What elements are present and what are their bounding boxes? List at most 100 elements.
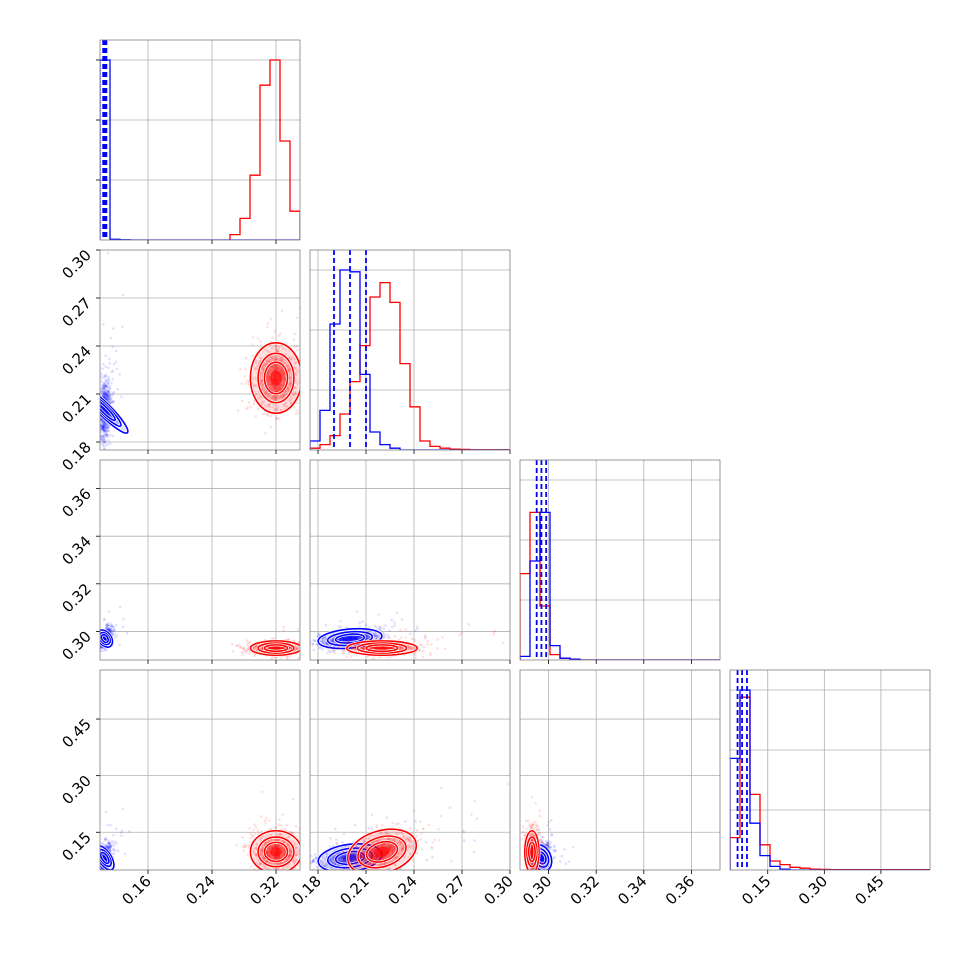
blue-scatter-point xyxy=(104,392,107,395)
red-scatter-point xyxy=(266,322,270,325)
blue-scatter-point xyxy=(102,434,106,437)
blue-scatter-point xyxy=(379,626,382,630)
blue-scatter-point xyxy=(102,386,105,390)
red-scatter-point xyxy=(261,366,265,370)
red-scatter-point xyxy=(280,395,283,399)
blue-scatter-point xyxy=(108,841,111,845)
red-scatter-point xyxy=(267,382,270,385)
blue-scatter-point xyxy=(367,636,370,639)
red-scatter-point xyxy=(281,813,284,816)
blue-scatter-point xyxy=(106,385,109,389)
red-scatter-point xyxy=(295,409,298,412)
blue-scatter-point xyxy=(107,395,111,398)
blue-scatter-point xyxy=(109,629,112,633)
blue-scatter-point xyxy=(102,395,106,399)
blue-scatter-point xyxy=(113,632,116,636)
red-scatter-point xyxy=(277,387,280,391)
blue-scatter-point xyxy=(101,426,105,430)
red-scatter-point xyxy=(264,391,268,394)
red-scatter-point xyxy=(267,403,270,406)
blue-scatter-point xyxy=(101,425,105,429)
red-scatter-point xyxy=(422,645,426,649)
blue-scatter-point xyxy=(100,374,102,378)
red-scatter-point xyxy=(272,408,276,412)
red-scatter-point xyxy=(279,369,283,373)
blue-contour-line xyxy=(317,627,383,650)
red-scatter-point xyxy=(280,370,283,373)
blue-scatter-point xyxy=(103,383,107,386)
red-scatter-point xyxy=(281,347,285,351)
blue-scatter-point xyxy=(331,638,335,642)
red-scatter-point xyxy=(290,396,294,400)
blue-scatter-point xyxy=(100,419,104,423)
blue-scatter-point xyxy=(100,424,104,427)
red-scatter-point xyxy=(277,365,280,369)
blue-scatter-point xyxy=(102,428,105,432)
blue-scatter-point xyxy=(111,369,115,373)
blue-scatter-point xyxy=(100,376,104,380)
blue-scatter-point xyxy=(110,625,113,629)
blue-scatter-point xyxy=(100,426,104,430)
red-scatter-point xyxy=(282,372,285,375)
red-scatter-point xyxy=(253,367,257,370)
red-scatter-point xyxy=(267,819,271,822)
red-scatter-point xyxy=(266,359,270,363)
blue-scatter-point xyxy=(103,437,106,440)
blue-scatter-point xyxy=(331,639,334,643)
red-scatter-point xyxy=(279,408,283,412)
red-scatter-point xyxy=(277,367,281,371)
red-scatter-point xyxy=(289,381,293,384)
blue-scatter-point xyxy=(111,625,115,629)
blue-density-fill xyxy=(103,636,107,641)
blue-scatter-point xyxy=(376,636,379,639)
red-scatter-point xyxy=(259,395,263,398)
blue-scatter-point xyxy=(105,398,109,401)
red-scatter-point xyxy=(274,390,278,393)
red-scatter-point xyxy=(264,391,267,394)
red-scatter-point xyxy=(264,348,267,352)
blue-scatter-point xyxy=(100,418,104,422)
red-scatter-point xyxy=(274,357,278,361)
red-scatter-point xyxy=(267,646,271,650)
blue-scatter-point xyxy=(358,621,362,625)
red-scatter-point xyxy=(256,364,259,368)
blue-scatter-point xyxy=(321,641,324,644)
red-scatter-point xyxy=(275,367,279,370)
blue-scatter-point xyxy=(104,396,108,400)
blue-scatter-point xyxy=(101,434,104,438)
blue-scatter-point xyxy=(118,643,121,647)
blue-scatter-point xyxy=(106,443,110,446)
blue-scatter-point xyxy=(327,649,331,652)
blue-scatter-point xyxy=(105,394,109,397)
blue-scatter-point xyxy=(423,634,427,637)
red-scatter-point xyxy=(267,380,271,383)
blue-scatter-point xyxy=(103,426,107,430)
blue-scatter-point xyxy=(121,625,125,629)
red-scatter-point xyxy=(276,349,280,353)
red-scatter-point xyxy=(292,406,296,409)
blue-scatter-point xyxy=(105,397,109,401)
red-scatter-point xyxy=(268,369,272,372)
blue-scatter-point xyxy=(121,293,125,297)
scatter-panel xyxy=(310,610,505,660)
red-scatter-point xyxy=(246,406,250,410)
red-scatter-point xyxy=(294,366,297,369)
red-scatter-point xyxy=(273,364,277,367)
red-scatter-point xyxy=(293,345,296,348)
red-scatter-point xyxy=(295,316,299,319)
blue-scatter-point xyxy=(101,385,104,389)
blue-scatter-point xyxy=(102,618,106,621)
red-scatter-point xyxy=(273,396,277,400)
blue-scatter-point xyxy=(102,439,106,442)
blue-scatter-point xyxy=(104,383,108,387)
red-scatter-point xyxy=(280,359,283,363)
red-contour-line xyxy=(249,640,300,657)
red-scatter-point xyxy=(283,376,287,380)
blue-scatter-point xyxy=(105,433,109,437)
blue-scatter-point xyxy=(112,625,116,629)
blue-scatter-point xyxy=(105,393,109,397)
blue-scatter-point xyxy=(109,398,112,402)
red-scatter-point xyxy=(272,394,276,398)
blue-scatter-point xyxy=(106,391,110,394)
red-scatter-point xyxy=(266,326,269,329)
